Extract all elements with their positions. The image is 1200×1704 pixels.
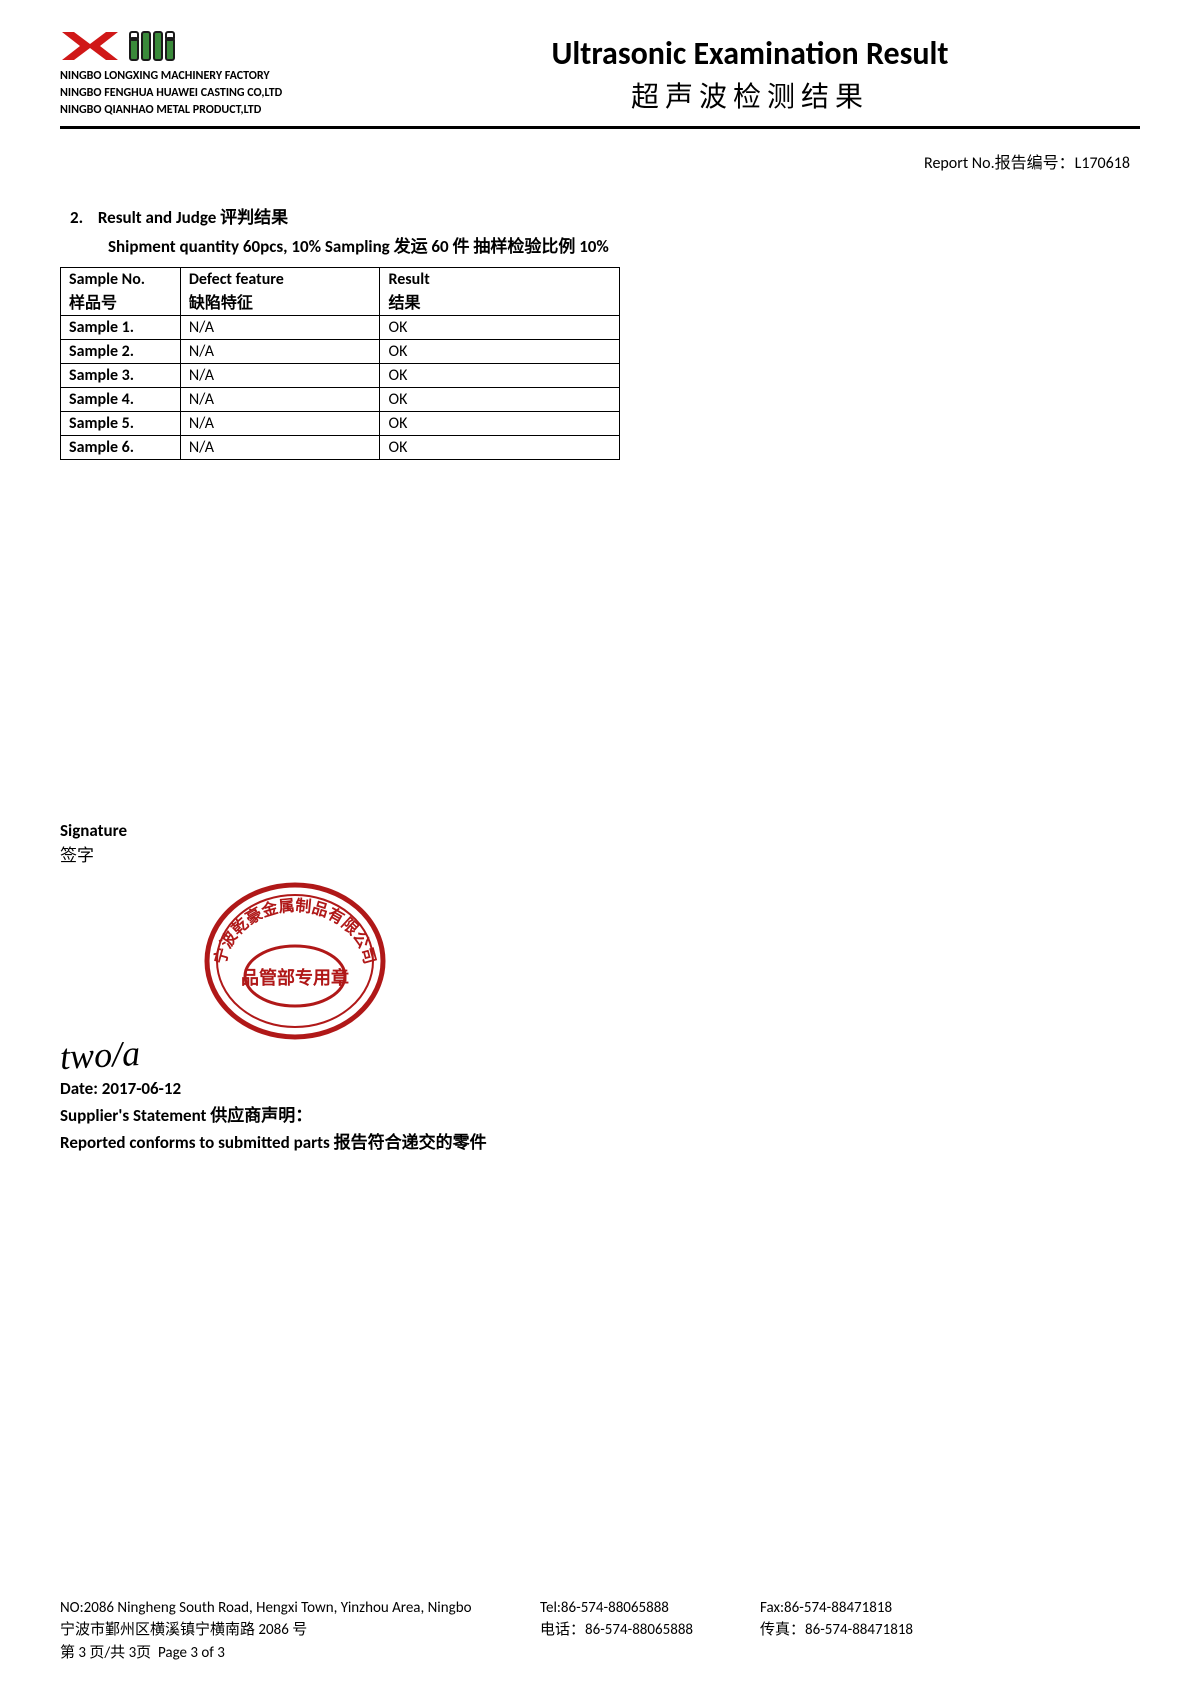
company-names: NINGBO LONGXING MACHINERY FACTORY NINGBO… xyxy=(60,68,360,118)
col-defect: Defect feature 缺陷特征 xyxy=(180,268,380,316)
company-line-1: NINGBO LONGXING MACHINERY FACTORY xyxy=(60,68,360,85)
footer-tel-zh: 电话：86-574-88065888 xyxy=(540,1619,760,1642)
table-row: Sample 5.N/AOK xyxy=(61,412,620,436)
col-sample: Sample No. 样品号 xyxy=(61,268,181,316)
logo-block: NINGBO LONGXING MACHINERY FACTORY NINGBO… xyxy=(60,30,360,118)
table-row: Sample 3.N/AOK xyxy=(61,364,620,388)
footer-address-en: NO:2086 Ningheng South Road, Hengxi Town… xyxy=(60,1597,540,1620)
table-row: Sample 6.N/AOK xyxy=(61,436,620,460)
date-line: Date: 2017-06-12 xyxy=(60,1078,1140,1099)
company-line-3: NINGBO QIANHAO METAL PRODUCT,LTD xyxy=(60,102,360,119)
report-no-label: Report No.报告编号： xyxy=(924,154,1075,173)
section-heading: 2. Result and Judge 评判结果 xyxy=(70,203,1140,228)
page-footer: NO:2086 Ningheng South Road, Hengxi Town… xyxy=(60,1597,1140,1665)
table-header-row: Sample No. 样品号 Defect feature 缺陷特征 Resul… xyxy=(61,268,620,316)
supplier-statement: Supplier's Statement 供应商声明： xyxy=(60,1101,1140,1126)
table-row: Sample 1.N/AOK xyxy=(61,316,620,340)
footer-fax-en: Fax:86-574-88471818 xyxy=(760,1597,1140,1620)
section-subtitle: Shipment quantity 60pcs, 10% Sampling 发运… xyxy=(108,232,1140,257)
section-title: Result and Judge 评判结果 xyxy=(98,207,288,228)
footer-tel-en: Tel:86-574-88065888 xyxy=(540,1597,760,1620)
company-line-2: NINGBO FENGHUA HUAWEI CASTING CO,LTD xyxy=(60,85,360,102)
hw-logo-icon xyxy=(128,30,176,62)
signature-label-en: Signature xyxy=(60,820,1140,841)
report-no-value: L170618 xyxy=(1075,154,1130,173)
handwritten-signature: two/a xyxy=(59,1032,141,1078)
page-header: NINGBO LONGXING MACHINERY FACTORY NINGBO… xyxy=(60,30,1140,129)
page-number: 第 3 页/共 3页 Page 3 of 3 xyxy=(60,1642,1140,1665)
title-english: Ultrasonic Examination Result xyxy=(360,34,1140,73)
title-block: Ultrasonic Examination Result 超声波检测结果 xyxy=(360,30,1140,115)
footer-address-zh: 宁波市鄞州区横溪镇宁横南路 2086 号 xyxy=(60,1619,540,1642)
title-chinese: 超声波检测结果 xyxy=(360,75,1140,115)
date-label: Date: xyxy=(60,1078,102,1099)
svg-text:品管部专用章: 品管部专用章 xyxy=(241,967,349,989)
table-row: Sample 4.N/AOK xyxy=(61,388,620,412)
signature-label-zh: 签字 xyxy=(60,841,1140,866)
report-number: Report No.报告编号：L170618 xyxy=(60,149,1130,173)
signature-block: Signature 签字 two/a 宁波乾豪金属制品有限公司 品管部专用章 D… xyxy=(60,820,1140,1153)
date-value: 2017-06-12 xyxy=(102,1078,181,1099)
results-table: Sample No. 样品号 Defect feature 缺陷特征 Resul… xyxy=(60,267,620,460)
company-stamp-icon: 宁波乾豪金属制品有限公司 品管部专用章 xyxy=(200,876,390,1046)
lx-logo-icon xyxy=(60,30,120,62)
col-result: Result 结果 xyxy=(380,268,620,316)
table-row: Sample 2.N/AOK xyxy=(61,340,620,364)
section-index: 2. xyxy=(70,207,94,228)
footer-fax-zh: 传真：86-574-88471818 xyxy=(760,1619,1140,1642)
conformance-statement: Reported conforms to submitted parts 报告符… xyxy=(60,1128,1140,1153)
